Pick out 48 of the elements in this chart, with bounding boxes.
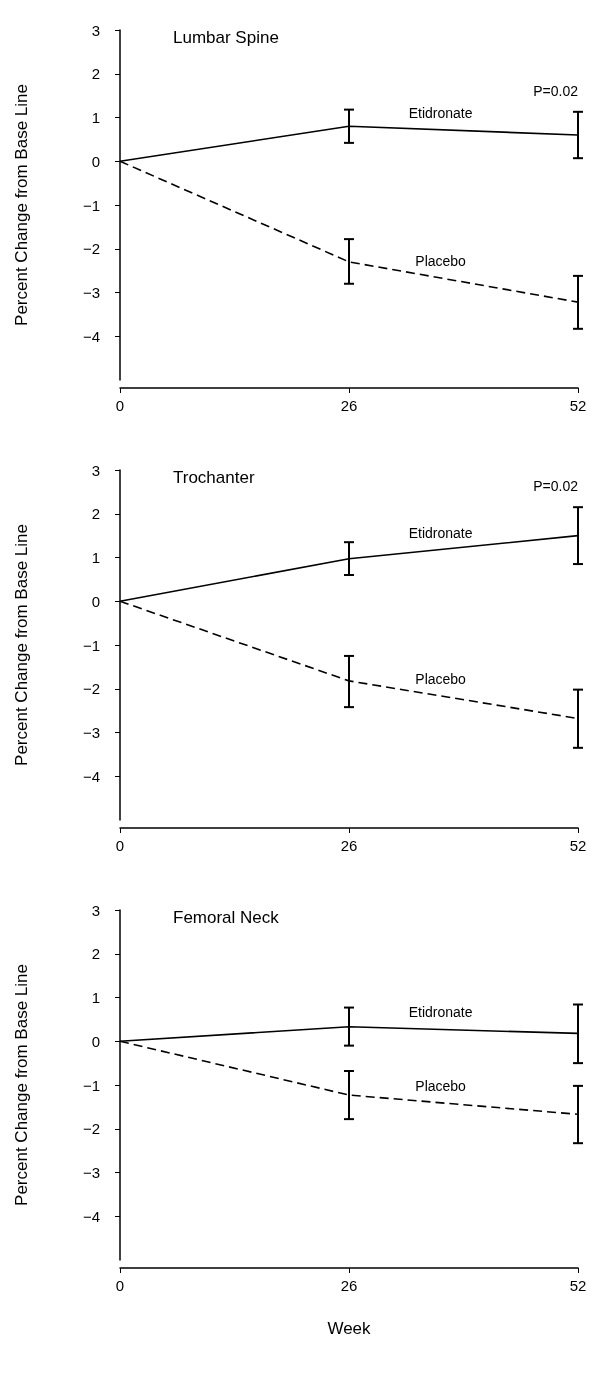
y-axis-title: Percent Change from Base Line xyxy=(12,524,31,766)
series-label: Etidronate xyxy=(408,1004,473,1021)
annotation: P=0.02 xyxy=(533,82,579,99)
y-tick-label: −3 xyxy=(82,724,100,741)
series-label: Placebo xyxy=(415,670,467,687)
y-tick-label: −4 xyxy=(82,767,100,785)
series-label: Placebo xyxy=(415,252,467,269)
x-tick-label: 26 xyxy=(340,397,358,414)
y-tick-label: −4 xyxy=(82,1207,100,1225)
y-axis-title: Percent Change from Base Line xyxy=(12,84,31,326)
x-tick-label: 0 xyxy=(115,837,125,854)
y-tick-label: 2 xyxy=(91,505,100,523)
x-axis-title: Week xyxy=(327,1319,372,1338)
y-tick-label: 3 xyxy=(91,21,100,39)
y-tick-label: 3 xyxy=(91,461,100,479)
y-tick-label: −4 xyxy=(82,327,100,345)
x-tick-label: 26 xyxy=(340,1277,358,1294)
y-tick-label: 0 xyxy=(91,1032,100,1050)
y-tick-label: 2 xyxy=(91,65,100,83)
y-tick-label: 0 xyxy=(91,592,100,610)
y-tick-label: 0 xyxy=(91,152,100,170)
y-tick-label: 1 xyxy=(91,109,100,126)
y-tick-label: −1 xyxy=(82,636,100,654)
x-tick-label: 26 xyxy=(340,837,358,854)
y-tick-label: −3 xyxy=(82,1164,100,1181)
y-tick-label: 3 xyxy=(91,901,100,919)
chart-title: Lumbar Spine xyxy=(173,28,279,47)
y-tick-label: −2 xyxy=(82,680,100,698)
y-tick-label: 1 xyxy=(91,989,100,1006)
chart-title: Trochanter xyxy=(173,468,255,487)
series-label: Placebo xyxy=(415,1077,467,1094)
x-tick-label: 52 xyxy=(569,397,587,414)
y-tick-label: −1 xyxy=(82,1076,100,1094)
y-tick-label: −2 xyxy=(82,1120,100,1138)
y-axis-title: Percent Change from Base Line xyxy=(12,964,31,1206)
series-label: Etidronate xyxy=(408,104,473,121)
annotation: P=0.02 xyxy=(533,478,579,495)
y-tick-label: −1 xyxy=(82,196,100,214)
x-tick-label: 52 xyxy=(569,837,587,854)
series-label: Etidronate xyxy=(408,524,473,541)
y-tick-label: −3 xyxy=(82,284,100,301)
y-tick-label: 2 xyxy=(91,945,100,963)
y-tick-label: −2 xyxy=(82,240,100,258)
chart-title: Femoral Neck xyxy=(173,908,280,927)
y-tick-label: 1 xyxy=(91,549,100,566)
x-tick-label: 0 xyxy=(115,1277,125,1294)
x-tick-label: 52 xyxy=(569,1277,587,1294)
x-tick-label: 0 xyxy=(115,397,125,414)
